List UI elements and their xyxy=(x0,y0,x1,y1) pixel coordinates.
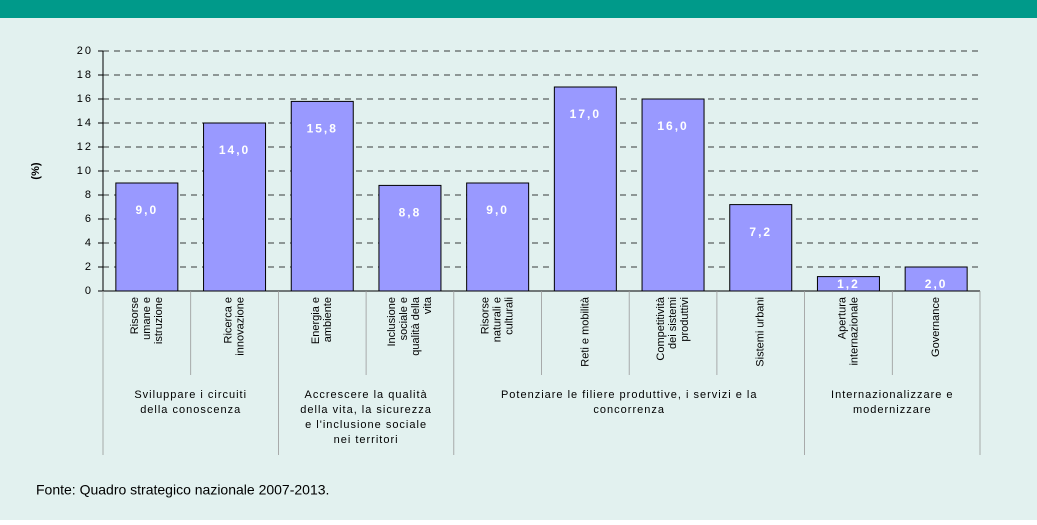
group-label: della vita, la sicurezza xyxy=(300,404,432,416)
y-tick-label: 4 xyxy=(85,237,93,249)
data-label: 7,2 xyxy=(749,225,772,239)
bar xyxy=(378,184,442,292)
header-bar xyxy=(0,0,1037,18)
group-label: Sviluppare i circuiti xyxy=(134,389,247,401)
x-tick-label: innovazione xyxy=(234,297,246,356)
x-tick-label: umane e xyxy=(141,297,153,340)
y-tick-label: 0 xyxy=(85,285,93,297)
source: Fonte: Quadro strategico nazionale 2007-… xyxy=(36,482,329,498)
bar xyxy=(729,204,793,292)
bar xyxy=(203,122,267,292)
data-label: 16,0 xyxy=(657,119,688,133)
y-tick-label: 12 xyxy=(77,141,93,153)
group-label: Internazionalizzare e xyxy=(831,389,954,401)
bar xyxy=(904,266,968,292)
y-tick-label: 10 xyxy=(77,165,93,177)
group-label: della conoscenza xyxy=(140,404,241,416)
x-tick-label: dei sistemi xyxy=(667,297,679,349)
x-tick-label: Sistemi urbani xyxy=(755,297,767,367)
y-tick-label: 14 xyxy=(77,117,93,129)
y-tick-label: 6 xyxy=(85,213,93,225)
bar xyxy=(290,100,354,292)
y-tick-label: 18 xyxy=(77,69,93,81)
x-tick-label: istruzione xyxy=(153,297,165,344)
group-label: concorrenza xyxy=(593,404,665,416)
x-tick-label: ambiente xyxy=(322,297,334,342)
data-label: 8,8 xyxy=(399,206,422,220)
bar xyxy=(816,276,880,292)
x-tick-label: qualità della xyxy=(410,296,422,356)
group-label: nei territori xyxy=(334,434,399,446)
x-tick-label: Energia e xyxy=(310,297,322,344)
y-axis-label: (%) xyxy=(30,162,42,179)
x-tick-label: produttivi xyxy=(679,297,691,342)
x-tick-label: sociale e xyxy=(398,297,410,340)
bar xyxy=(553,86,617,292)
x-tick-label: internazionale xyxy=(848,297,860,366)
x-tick-label: Ricerca e xyxy=(222,297,234,343)
data-label: 1,2 xyxy=(837,277,860,291)
group-label: modernizzare xyxy=(853,404,932,416)
data-label: 9,0 xyxy=(136,203,159,217)
x-tick-label: Risorse xyxy=(129,297,141,334)
data-label: 17,0 xyxy=(570,107,601,121)
x-tick-label: Reti e mobilità xyxy=(579,296,591,367)
x-tick-label: Competitività xyxy=(655,296,667,360)
x-tick-label: Inclusione xyxy=(386,297,398,347)
group-label: Accrescere la qualità xyxy=(305,389,428,401)
group-label: Potenziare le filiere produttive, i serv… xyxy=(501,389,757,401)
data-label: 2,0 xyxy=(925,277,948,291)
bar xyxy=(466,182,530,292)
x-tick-label: vita xyxy=(422,296,434,314)
x-tick-label: culturali xyxy=(504,297,516,335)
y-tick-label: 20 xyxy=(77,45,93,57)
data-label: 14,0 xyxy=(219,143,250,157)
data-label: 15,8 xyxy=(307,122,338,136)
x-tick-label: Governance xyxy=(930,297,942,357)
y-tick-label: 16 xyxy=(77,93,93,105)
bar xyxy=(115,182,179,292)
y-tick-label: 8 xyxy=(85,189,93,201)
group-label: e l'inclusione sociale xyxy=(305,419,427,431)
x-tick-label: Apertura xyxy=(836,296,848,339)
bar xyxy=(641,98,705,292)
data-label: 9,0 xyxy=(486,203,509,217)
x-tick-label: Risorse xyxy=(480,297,492,334)
x-tick-label: naturali e xyxy=(492,297,504,342)
y-tick-label: 2 xyxy=(85,261,93,273)
